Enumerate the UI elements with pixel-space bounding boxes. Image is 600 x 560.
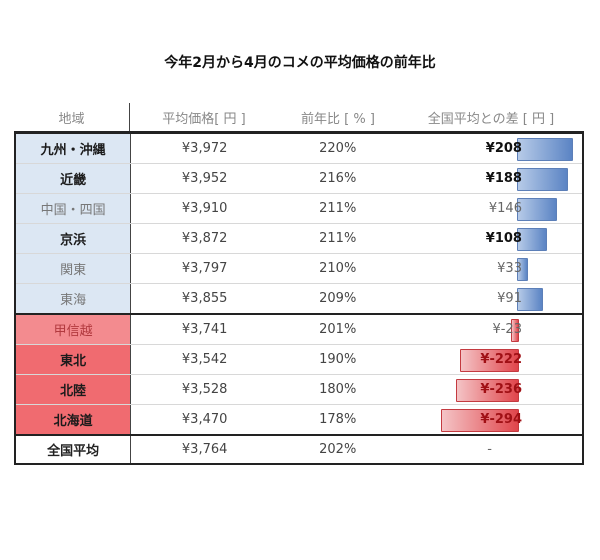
region-cell: 近畿 [16,164,132,193]
price-cell: ¥3,542 [181,352,228,367]
negative-diff-bar [511,319,520,342]
diff-value: ¥-23 [492,322,522,337]
yoy-cell: 211% [319,201,357,216]
diff-value: ¥108 [485,231,522,246]
diff-cell: ¥208 [397,134,582,163]
diff-cell: ¥-23 [397,315,582,344]
diff-value: ¥-236 [480,382,522,397]
price-cell: ¥3,741 [181,322,228,337]
average-yoy: 202% [319,442,357,457]
positive-diff-bar [517,288,543,311]
price-table: 地域 平均価格[ 円 ] 前年比 [ % ] 全国平均との差 [ 円 ] 九州・… [14,103,584,465]
diff-value: ¥91 [497,291,522,306]
positive-diff-bar [517,228,548,251]
region-cell: 京浜 [16,224,132,253]
yoy-cell: 220% [319,141,357,156]
average-price: ¥3,764 [181,442,228,457]
header-diff: 全国平均との差 [ 円 ] [427,111,555,127]
group-below-average: 甲信越 ¥3,741 201% ¥-23 東北 ¥3,542 190% ¥-222 北陸 ¥3,5… [14,315,584,436]
region-cell: 東北 [16,345,132,374]
yoy-cell: 210% [319,261,357,276]
yoy-cell: 180% [319,382,357,397]
header-yoy: 前年比 [ % ] [301,111,375,127]
positive-diff-bar [517,258,528,281]
table-row-average: 全国平均 ¥3,764 202% - [14,436,584,465]
positive-diff-bar [517,168,569,191]
yoy-cell: 201% [319,322,357,337]
yoy-cell: 211% [319,231,357,246]
table-row: 関東 ¥3,797 210% ¥33 [16,253,582,283]
page-title: 今年2月から4月のコメの平均価格の前年比 [164,55,436,71]
price-cell: ¥3,528 [181,382,228,397]
table-header: 地域 平均価格[ 円 ] 前年比 [ % ] 全国平均との差 [ 円 ] [14,103,584,132]
diff-value: ¥188 [485,171,522,186]
table-row: 甲信越 ¥3,741 201% ¥-23 [16,315,582,344]
average-region: 全国平均 [16,436,132,463]
diff-cell: ¥108 [397,224,582,253]
price-cell: ¥3,797 [181,261,228,276]
diff-value: ¥208 [485,141,522,156]
region-cell: 北陸 [16,375,132,404]
region-cell: 九州・沖縄 [16,134,132,163]
yoy-cell: 190% [319,352,357,367]
region-cell: 東海 [16,284,132,313]
table-row: 京浜 ¥3,872 211% ¥108 [16,223,582,253]
yoy-cell: 209% [319,291,357,306]
diff-cell: ¥91 [397,284,582,313]
negative-diff-bar [459,349,520,372]
diff-value: ¥33 [497,261,522,276]
table-row: 九州・沖縄 ¥3,972 220% ¥208 [16,134,582,163]
region-cell: 甲信越 [16,315,132,344]
diff-value: ¥-294 [480,412,522,427]
region-cell: 関東 [16,254,132,283]
average-diff-value: - [487,442,492,457]
table-row: 東海 ¥3,855 209% ¥91 [16,283,582,313]
price-cell: ¥3,910 [181,201,228,216]
header-region: 地域 [14,103,130,131]
region-cell: 北海道 [16,405,132,434]
price-cell: ¥3,972 [181,141,228,156]
diff-cell: ¥188 [397,164,582,193]
diff-cell: ¥146 [397,194,582,223]
yoy-cell: 216% [319,171,357,186]
diff-cell: ¥-222 [397,345,582,374]
diff-value: ¥-222 [480,352,522,367]
price-cell: ¥3,872 [181,231,228,246]
table-row: 中国・四国 ¥3,910 211% ¥146 [16,193,582,223]
diff-cell: ¥-294 [397,405,582,434]
table-row: 北陸 ¥3,528 180% ¥-236 [16,374,582,404]
negative-diff-bar [440,409,520,432]
table-row: 近畿 ¥3,952 216% ¥188 [16,163,582,193]
diff-cell: ¥33 [397,254,582,283]
table-row: 東北 ¥3,542 190% ¥-222 [16,344,582,374]
region-cell: 中国・四国 [16,194,132,223]
header-price: 平均価格[ 円 ] [162,111,246,127]
price-cell: ¥3,855 [181,291,228,306]
negative-diff-bar [455,379,520,402]
positive-diff-bar [517,138,574,161]
group-above-average: 九州・沖縄 ¥3,972 220% ¥208 近畿 ¥3,952 216% ¥188 中国・四国… [14,132,584,315]
price-cell: ¥3,470 [181,412,228,427]
yoy-cell: 178% [319,412,357,427]
average-diff: - [397,436,582,463]
diff-cell: ¥-236 [397,375,582,404]
table-row: 北海道 ¥3,470 178% ¥-294 [16,404,582,434]
price-cell: ¥3,952 [181,171,228,186]
diff-value: ¥146 [488,201,522,216]
positive-diff-bar [517,198,558,221]
